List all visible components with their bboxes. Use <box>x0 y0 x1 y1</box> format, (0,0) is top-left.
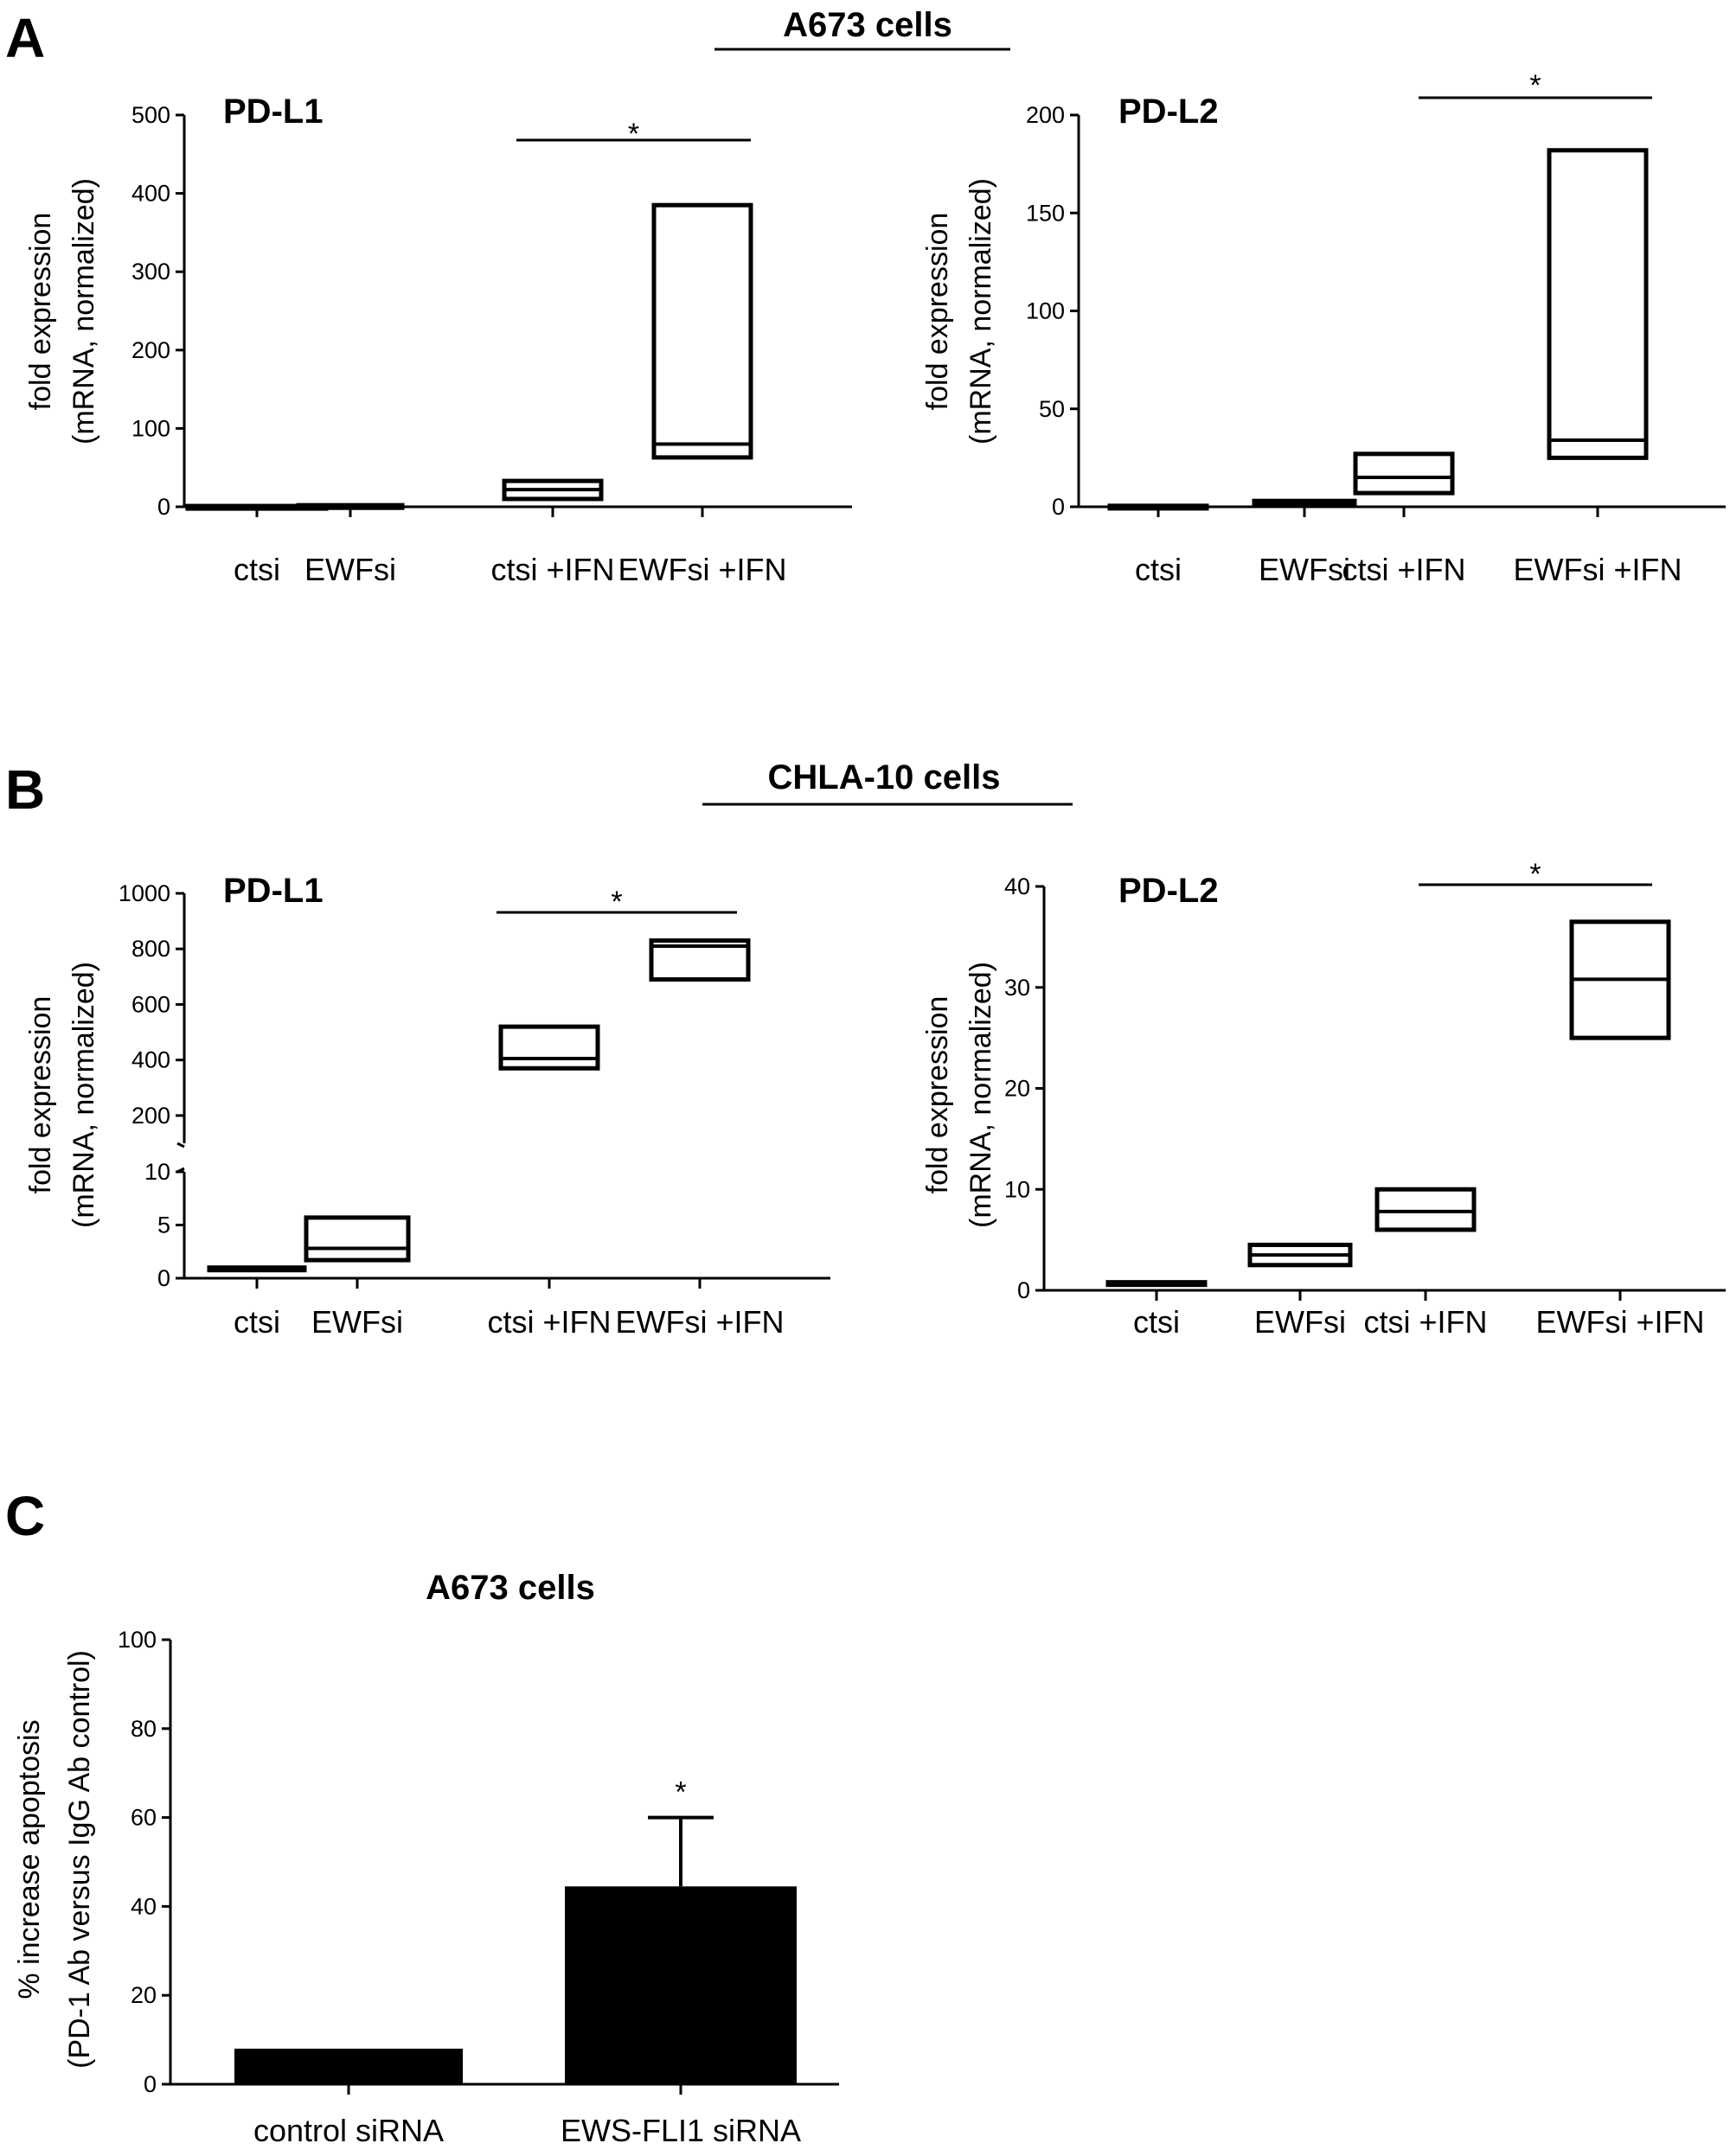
b-pdl1-box-ctsi <box>207 1265 307 1273</box>
a-pdl2-y-tick-label: 50 <box>1039 396 1065 422</box>
b-pdl1-y-tick-label: 0 <box>157 1265 170 1291</box>
category-label-ewfsi-ifn: EWFsi +IFN <box>1514 552 1682 587</box>
category-label-ewfsi-ifn: EWFsi +IFN <box>1536 1304 1705 1340</box>
section-title-chla10: CHLA-10 cells <box>768 758 1001 797</box>
category-label-ctsi: ctsi <box>234 552 280 587</box>
a-pdl2-y-axis-title: (mRNA, normalized) <box>964 178 997 445</box>
a-pdl2-y-axis-title: fold expression <box>921 213 954 411</box>
b-pdl2-significance-star: * <box>1529 858 1541 891</box>
c-apoptosis-y-tick-label: 40 <box>131 1893 157 1919</box>
c-apoptosis-significance-star: * <box>675 1776 686 1809</box>
b-pdl1-chart-title: PD-L1 <box>223 872 324 910</box>
a-pdl2-box-ctsi-ifn <box>1353 451 1455 496</box>
a-pdl2-y-tick-label: 200 <box>1026 102 1065 128</box>
b-pdl2-y-tick-label: 10 <box>1004 1176 1030 1202</box>
a-pdl2-y-tick-label: 0 <box>1052 494 1065 520</box>
b-pdl1-y-tick-label: 1000 <box>119 880 170 906</box>
category-label-ctsi-ifn: ctsi +IFN <box>1342 552 1465 587</box>
b-pdl1-y-tick-label: 400 <box>131 1047 170 1073</box>
category-label-ctsi: ctsi <box>1133 1304 1180 1340</box>
b-pdl1-axis-break-mark <box>176 1167 185 1174</box>
category-label-ews-fli1-sirna: EWS-FLI1 siRNA <box>561 2113 801 2148</box>
panel-letter-b: B <box>5 758 45 821</box>
a-pdl2-significance-star: * <box>1529 69 1541 102</box>
a-pdl1-y-tick-label: 400 <box>131 181 170 207</box>
bar-ews-fli1-sirna <box>565 1886 797 2084</box>
a-pdl2-box-ewfsi-ifn <box>1547 148 1649 460</box>
category-label-ctsi-ifn: ctsi +IFN <box>1363 1304 1487 1340</box>
category-label-ewfsi: EWFsi <box>311 1304 403 1340</box>
a-pdl1-significance-star: * <box>628 118 639 150</box>
category-label-ctsi-ifn: ctsi +IFN <box>490 552 614 587</box>
category-label-ewfsi: EWFsi <box>304 552 396 587</box>
chart-a-pd-l1: 0 100 200 300 400 500 ctsi EWFsi ctsi +IFN EWFsi … <box>24 93 852 587</box>
b-pdl2-chart-title: PD-L2 <box>1118 872 1219 910</box>
bar-control-sirna <box>234 2048 463 2084</box>
a-pdl1-box-ewfsi-ifn <box>651 202 753 460</box>
a-pdl1-chart-title: PD-L1 <box>223 93 324 131</box>
b-pdl2-y-tick-label: 30 <box>1004 975 1030 1001</box>
section-title-a673: A673 cells <box>783 6 952 44</box>
c-apoptosis-y-tick-label: 20 <box>131 1982 157 2008</box>
category-label-ctsi: ctsi <box>1135 552 1182 587</box>
b-pdl1-box-ewfsi <box>304 1215 411 1263</box>
a-pdl1-box-ewfsi <box>296 502 405 510</box>
a-pdl1-y-tick-label: 200 <box>131 337 170 363</box>
b-pdl2-y-axis-title: (mRNA, normalized) <box>964 962 997 1228</box>
category-label-ewfsi-ifn: EWFsi +IFN <box>618 552 787 587</box>
b-pdl1-y-tick-label: 800 <box>131 936 170 962</box>
chart-c-apoptosis: 0 20 40 60 80 100 control siRNA EWS-FLI1 siRNA *… <box>13 1569 839 2148</box>
a-pdl2-box-ewfsi <box>1252 498 1357 508</box>
b-pdl2-y-axis-title: fold expression <box>921 996 954 1194</box>
b-pdl2-box-ctsi-ifn <box>1374 1187 1477 1232</box>
chart-b-pd-l1: 0 5 10 200 400 600 800 1000 ctsi EWFsi ctsi +IFN EW… <box>24 872 830 1340</box>
b-pdl1-y-tick-label: 600 <box>131 991 170 1017</box>
b-pdl1-y-tick-label: 5 <box>157 1212 170 1238</box>
a-pdl1-y-axis-title: fold expression <box>24 213 57 411</box>
a-pdl2-chart-title: PD-L2 <box>1118 93 1219 131</box>
chart-b-pd-l2: 0 10 20 30 40 ctsi EWFsi ctsi +IFN EWFsi +IFN PD-… <box>921 858 1726 1340</box>
c-apoptosis-y-tick-label: 60 <box>131 1805 157 1831</box>
c-apoptosis-y-tick-label: 100 <box>118 1627 157 1653</box>
b-pdl1-y-tick-label: 10 <box>144 1159 170 1185</box>
category-label-control-sirna: control siRNA <box>253 2113 444 2148</box>
category-label-ewfsi-ifn: EWFsi +IFN <box>616 1304 785 1340</box>
a-pdl1-y-axis-title: (mRNA, normalized) <box>67 178 100 445</box>
category-label-ctsi: ctsi <box>234 1304 280 1340</box>
b-pdl1-box-ctsi-ifn <box>498 1024 600 1071</box>
a-pdl1-y-tick-label: 300 <box>131 259 170 285</box>
c-apoptosis-y-tick-label: 80 <box>131 1716 157 1742</box>
a-pdl1-y-tick-label: 100 <box>131 415 170 441</box>
b-pdl2-y-tick-label: 40 <box>1004 873 1030 899</box>
b-pdl1-significance-star: * <box>611 886 622 918</box>
c-apoptosis-y-axis-title: % increase apoptosis <box>13 1719 46 1999</box>
c-apoptosis-y-axis-title: (PD-1 Ab versus IgG Ab control) <box>63 1650 96 2069</box>
b-pdl2-box-ctsi <box>1105 1280 1208 1288</box>
a-pdl2-y-tick-label: 150 <box>1026 200 1065 226</box>
a-pdl2-box-ctsi <box>1107 503 1209 511</box>
a-pdl1-y-tick-label: 0 <box>157 494 170 520</box>
b-pdl1-y-tick-label: 200 <box>131 1103 170 1129</box>
c-apoptosis-chart-title: A673 cells <box>426 1569 595 1607</box>
b-pdl1-box-ewfsi-ifn <box>649 938 751 982</box>
b-pdl1-y-axis-title: (mRNA, normalized) <box>67 962 100 1228</box>
category-label-ewfsi: EWFsi <box>1259 552 1350 587</box>
panel-letter-c: C <box>5 1485 45 1547</box>
b-pdl2-y-tick-label: 20 <box>1004 1076 1030 1102</box>
b-pdl1-y-axis-title: fold expression <box>24 996 57 1194</box>
a-pdl1-y-tick-label: 500 <box>131 102 170 128</box>
category-label-ctsi-ifn: ctsi +IFN <box>487 1304 611 1340</box>
a-pdl2-y-tick-label: 100 <box>1026 298 1065 324</box>
b-pdl1-axis-break-mark <box>176 1142 185 1148</box>
b-pdl2-y-tick-label: 0 <box>1017 1277 1030 1303</box>
c-apoptosis-y-tick-label: 0 <box>144 2071 157 2097</box>
category-label-ewfsi: EWFsi <box>1254 1304 1346 1340</box>
panel-letter-a: A <box>5 7 45 69</box>
